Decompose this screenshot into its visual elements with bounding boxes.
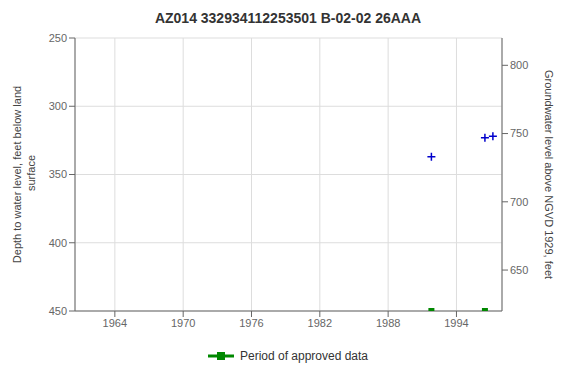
svg-text:400: 400 [49, 237, 67, 249]
svg-text:250: 250 [49, 32, 67, 44]
svg-text:650: 650 [510, 264, 528, 276]
svg-text:700: 700 [510, 196, 528, 208]
html-text:AZ014 332934112253501 B-02-02: AZ014 332934112253501 B-02-02 26AAA [154, 10, 422, 26]
html-text:Period of approved data: Period of approved data [240, 349, 368, 363]
svg-text:1964: 1964 [103, 317, 127, 329]
svg-text:1982: 1982 [308, 317, 332, 329]
svg-text:Groundwater level above NGVD 1: Groundwater level above NGVD 1929, feet [543, 70, 555, 279]
svg-text:750: 750 [510, 127, 528, 139]
svg-text:1970: 1970 [171, 317, 195, 329]
svg-text:1988: 1988 [376, 317, 400, 329]
svg-text:1994: 1994 [444, 317, 468, 329]
svg-text:Depth to water level, feet bel: Depth to water level, feet below land su… [11, 86, 36, 263]
svg-text:300: 300 [49, 100, 67, 112]
svg-text:1976: 1976 [239, 317, 263, 329]
svg-text:350: 350 [49, 168, 67, 180]
svg-text:800: 800 [510, 59, 528, 71]
svg-text:450: 450 [49, 305, 67, 317]
